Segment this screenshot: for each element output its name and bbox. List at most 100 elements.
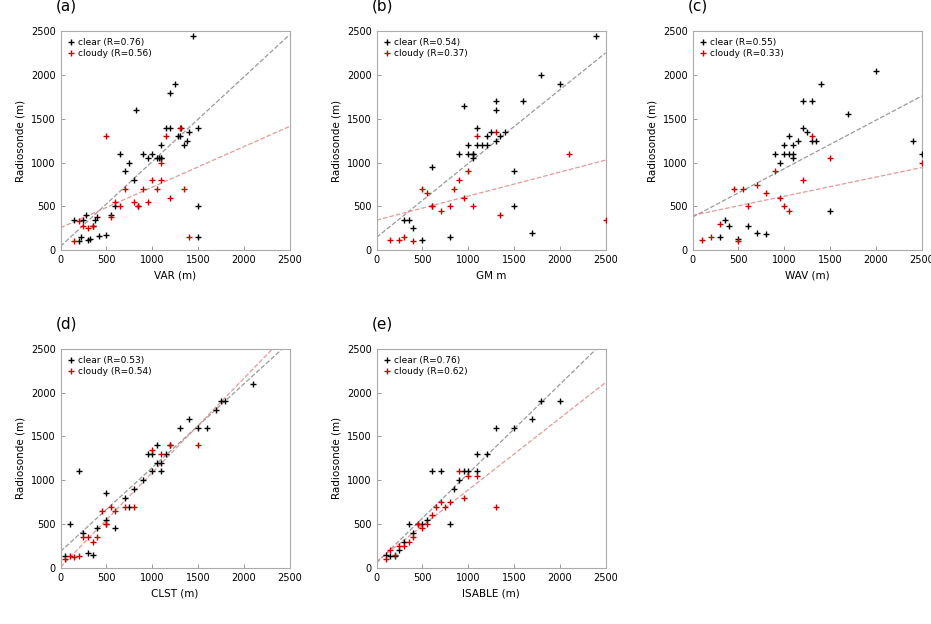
cloudy (R=0.56)	[115, 203, 126, 210]
cloudy (R=0.37)	[494, 212, 506, 219]
cloudy (R=0.33)	[737, 185, 749, 193]
clear (R=0.53)	[165, 441, 176, 449]
clear (R=0.76)	[412, 520, 424, 528]
clear (R=0.53)	[151, 459, 162, 467]
cloudy (R=0.54)	[155, 450, 167, 457]
clear (R=0.76)	[453, 477, 465, 484]
cloudy (R=0.56)	[165, 194, 176, 202]
cloudy (R=0.56)	[174, 124, 185, 131]
clear (R=0.76)	[472, 450, 483, 457]
clear (R=0.54)	[490, 106, 501, 114]
cloudy (R=0.37)	[435, 207, 446, 215]
clear (R=0.54)	[458, 102, 469, 109]
Line: cloudy (R=0.37): cloudy (R=0.37)	[387, 129, 609, 245]
clear (R=0.53)	[146, 468, 157, 475]
cloudy (R=0.37)	[417, 185, 428, 193]
clear (R=0.53)	[119, 494, 130, 502]
clear (R=0.55)	[783, 150, 794, 158]
clear (R=0.76)	[130, 106, 142, 114]
cloudy (R=0.56)	[87, 222, 98, 230]
clear (R=0.76)	[93, 233, 104, 240]
cloudy (R=0.62)	[422, 520, 433, 528]
cloudy (R=0.62)	[439, 503, 451, 510]
clear (R=0.76)	[188, 32, 199, 39]
cloudy (R=0.37)	[422, 190, 433, 197]
X-axis label: ISABLE (m): ISABLE (m)	[462, 588, 520, 598]
clear (R=0.55)	[825, 207, 836, 215]
Line: cloudy (R=0.56): cloudy (R=0.56)	[71, 124, 192, 245]
cloudy (R=0.56)	[151, 185, 162, 193]
cloudy (R=0.54)	[101, 520, 112, 528]
Legend: clear (R=0.55), cloudy (R=0.33): clear (R=0.55), cloudy (R=0.33)	[697, 36, 787, 61]
clear (R=0.76)	[398, 538, 410, 545]
clear (R=0.55)	[751, 229, 762, 236]
clear (R=0.76)	[536, 397, 547, 405]
clear (R=0.76)	[394, 547, 405, 554]
clear (R=0.76)	[463, 468, 474, 475]
clear (R=0.76)	[165, 124, 176, 131]
clear (R=0.55)	[816, 80, 827, 87]
clear (R=0.55)	[806, 97, 817, 105]
cloudy (R=0.33)	[728, 185, 739, 193]
cloudy (R=0.37)	[408, 238, 419, 245]
clear (R=0.54)	[444, 233, 455, 241]
Line: cloudy (R=0.33): cloudy (R=0.33)	[698, 133, 931, 245]
clear (R=0.54)	[508, 203, 519, 210]
clear (R=0.55)	[733, 235, 744, 243]
clear (R=0.53)	[101, 490, 112, 497]
cloudy (R=0.56)	[155, 159, 167, 167]
clear (R=0.53)	[183, 415, 195, 422]
clear (R=0.76)	[119, 168, 130, 175]
clear (R=0.53)	[128, 485, 140, 493]
clear (R=0.53)	[64, 520, 75, 528]
cloudy (R=0.62)	[394, 542, 405, 550]
clear (R=0.76)	[169, 80, 181, 87]
clear (R=0.55)	[788, 155, 799, 162]
cloudy (R=0.54)	[165, 441, 176, 449]
Text: (b): (b)	[372, 0, 394, 14]
cloudy (R=0.56)	[138, 185, 149, 193]
cloudy (R=0.37)	[458, 194, 469, 202]
clear (R=0.55)	[797, 97, 808, 105]
clear (R=0.53)	[248, 380, 259, 388]
clear (R=0.76)	[151, 155, 162, 162]
clear (R=0.55)	[774, 159, 785, 167]
clear (R=0.53)	[155, 468, 167, 475]
cloudy (R=0.62)	[408, 534, 419, 541]
clear (R=0.54)	[403, 216, 414, 223]
cloudy (R=0.33)	[770, 168, 781, 175]
cloudy (R=0.54)	[119, 503, 130, 510]
clear (R=0.76)	[133, 203, 144, 210]
clear (R=0.55)	[811, 137, 822, 145]
clear (R=0.76)	[403, 520, 414, 528]
clear (R=0.55)	[843, 110, 854, 118]
cloudy (R=0.37)	[394, 236, 405, 243]
clear (R=0.53)	[60, 553, 71, 560]
cloudy (R=0.62)	[398, 542, 410, 550]
cloudy (R=0.54)	[64, 553, 75, 560]
cloudy (R=0.56)	[101, 132, 112, 140]
cloudy (R=0.62)	[458, 494, 469, 502]
clear (R=0.54)	[486, 128, 497, 135]
clear (R=0.54)	[490, 97, 501, 105]
clear (R=0.55)	[802, 128, 813, 135]
clear (R=0.53)	[83, 549, 94, 557]
cloudy (R=0.54)	[128, 503, 140, 510]
cloudy (R=0.33)	[916, 159, 927, 167]
clear (R=0.53)	[146, 450, 157, 457]
clear (R=0.54)	[398, 216, 410, 223]
clear (R=0.53)	[210, 406, 222, 414]
cloudy (R=0.37)	[490, 128, 501, 135]
cloudy (R=0.56)	[179, 185, 190, 193]
clear (R=0.54)	[472, 124, 483, 131]
Line: clear (R=0.76): clear (R=0.76)	[383, 398, 563, 560]
clear (R=0.76)	[83, 236, 94, 243]
clear (R=0.55)	[806, 137, 817, 145]
cloudy (R=0.62)	[472, 472, 483, 480]
cloudy (R=0.33)	[733, 238, 744, 245]
X-axis label: GM m: GM m	[476, 271, 506, 281]
clear (R=0.76)	[183, 128, 195, 135]
clear (R=0.53)	[124, 503, 135, 510]
clear (R=0.76)	[380, 551, 391, 558]
cloudy (R=0.56)	[105, 213, 116, 221]
